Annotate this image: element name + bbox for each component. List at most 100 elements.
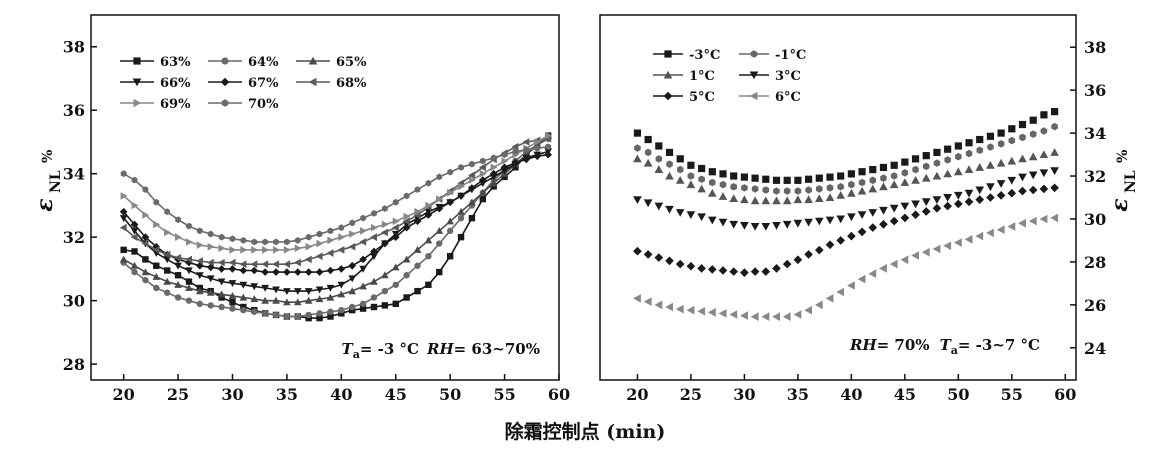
left-data-point (315, 286, 324, 294)
left-data-point (272, 268, 280, 276)
left-series-7 (120, 131, 552, 254)
left-data-point (131, 248, 138, 255)
left-data-point (316, 310, 323, 317)
right-data-point (996, 225, 1005, 234)
left-data-point (283, 246, 291, 254)
right-data-point (847, 231, 856, 241)
right-data-point (729, 194, 738, 202)
left-data-point (229, 235, 236, 243)
left-legend-label: 64% (248, 55, 279, 70)
left-data-point (163, 289, 171, 296)
left-data-point (294, 258, 301, 267)
left-data-point (534, 138, 542, 146)
right-data-point (858, 178, 866, 187)
right-data-point (804, 218, 813, 227)
right-y-tick-label: 24 (1084, 339, 1106, 358)
left-legend-marker (221, 57, 229, 65)
left-data-point (305, 311, 312, 319)
left-data-point (371, 210, 377, 217)
right-data-point (954, 191, 963, 200)
right-data-point (718, 309, 727, 318)
right-data-point (741, 184, 748, 192)
left-data-point (392, 281, 399, 288)
left-data-point (239, 260, 247, 268)
right-data-point (718, 218, 728, 227)
right-data-point (943, 194, 952, 202)
right-data-point (643, 199, 653, 208)
right-legend-label: 6°C (775, 90, 801, 105)
left-data-point (381, 228, 388, 237)
left-data-point (424, 236, 433, 244)
right-data-point (815, 174, 823, 182)
left-data-point (327, 236, 335, 245)
left-data-point (196, 287, 204, 295)
right-data-point (954, 199, 963, 209)
left-data-point (175, 233, 182, 241)
right-legend-marker (749, 91, 758, 101)
right-data-point (889, 180, 899, 189)
left-data-point (315, 252, 323, 261)
left-data-point (337, 265, 346, 273)
left-data-point (174, 294, 182, 301)
left-data-point (141, 268, 150, 276)
left-data-point (305, 233, 312, 241)
left-data-point (511, 158, 520, 167)
left-legend-label: 67% (248, 76, 279, 91)
right-data-point (837, 172, 845, 180)
left-data-point (119, 255, 128, 263)
right-data-point (932, 203, 942, 213)
right-data-point (761, 312, 770, 321)
right-data-point (740, 268, 749, 277)
right-data-point (911, 155, 920, 163)
left-data-point (370, 247, 378, 256)
right-data-point (901, 158, 909, 166)
right-data-point (880, 174, 887, 182)
right-data-point (933, 159, 941, 167)
left-data-point (185, 278, 193, 285)
right-data-point (997, 140, 1005, 148)
left-data-point (294, 237, 301, 244)
left-data-point (294, 288, 302, 295)
left-data-point (468, 198, 476, 206)
left-data-point (479, 176, 487, 184)
right-y-tick-label: 34 (1084, 124, 1106, 143)
left-y-tick-label: 32 (63, 228, 85, 247)
right-data-point (665, 148, 674, 157)
left-series-3 (119, 131, 552, 306)
right-data-point (783, 176, 791, 184)
left-data-point (327, 308, 334, 315)
right-y-tick-label: 32 (1084, 167, 1106, 186)
right-data-point (686, 180, 696, 189)
right-data-point (677, 165, 684, 174)
right-data-point (1018, 154, 1027, 163)
right-data-point (751, 174, 759, 182)
left-data-point (163, 256, 171, 264)
right-series-6 (633, 213, 1059, 321)
left-data-point (261, 268, 269, 276)
left-data-point (261, 260, 269, 268)
right-data-point (1007, 188, 1017, 198)
right-data-point (793, 195, 803, 204)
left-data-point (458, 164, 464, 171)
right-data-point (857, 227, 867, 237)
right-data-point (975, 163, 985, 171)
left-series-5 (119, 150, 552, 276)
left-data-point (545, 131, 552, 140)
left-data-point (348, 275, 356, 283)
left-x-tick-label: 55 (493, 385, 515, 404)
left-data-point (359, 265, 367, 273)
left-data-point (283, 298, 291, 306)
left-series-8 (120, 143, 551, 246)
left-data-point (391, 223, 399, 232)
right-legend-marker (664, 50, 672, 58)
left-data-point (359, 300, 367, 308)
left-data-point (251, 246, 259, 254)
left-data-point (392, 217, 400, 226)
right-data-point (911, 200, 920, 209)
left-data-point (240, 246, 248, 254)
left-data-point (185, 297, 193, 304)
left-data-point (228, 265, 237, 273)
right-y-tick-label: 36 (1084, 81, 1106, 100)
right-data-point (996, 191, 1006, 200)
left-data-point (338, 233, 346, 241)
